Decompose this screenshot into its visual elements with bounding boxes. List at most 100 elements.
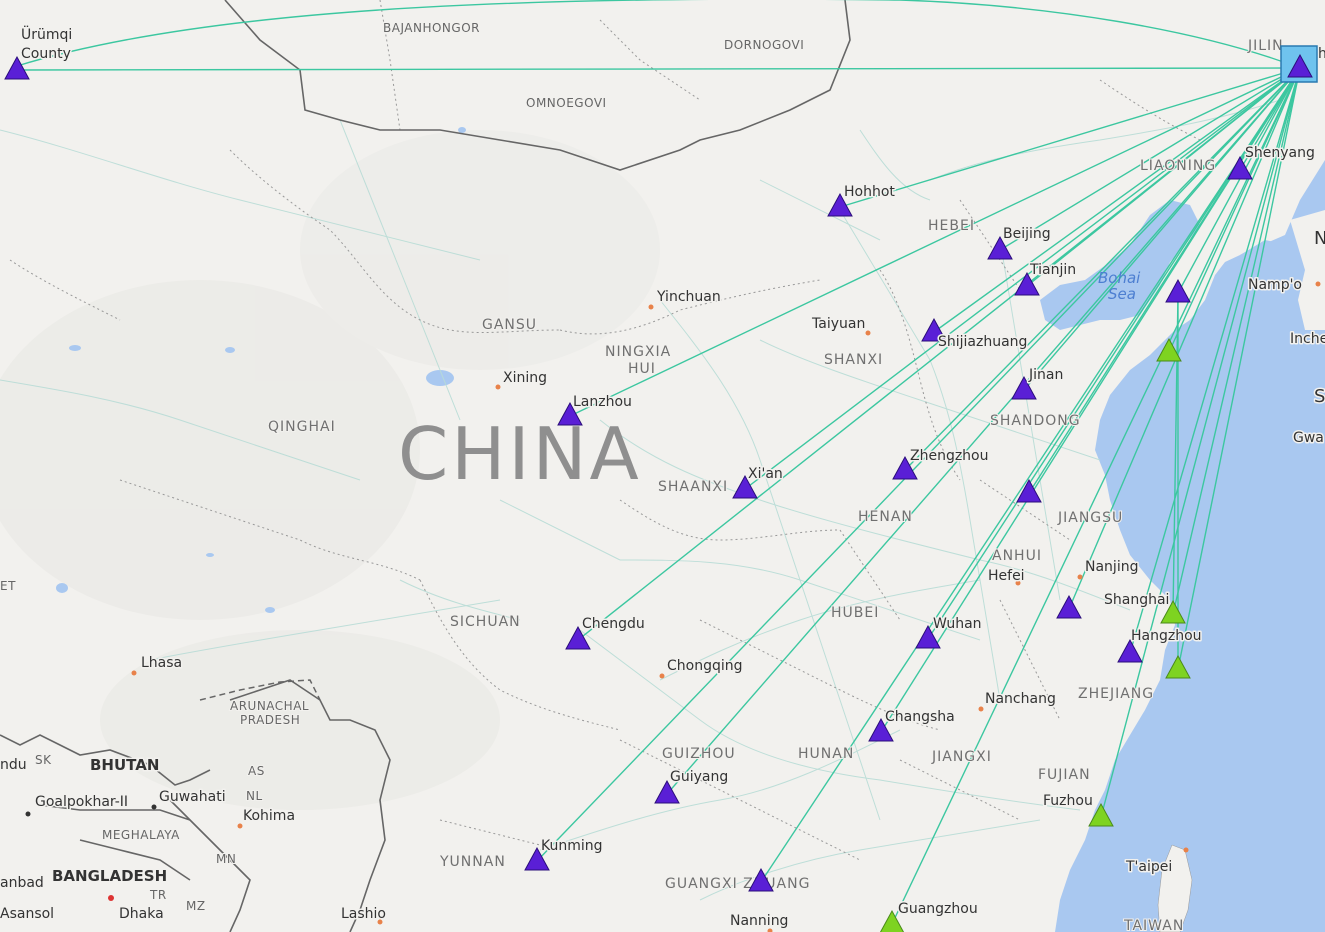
city-label-ndu: ndu: [0, 757, 27, 773]
city-label-shenyang: Shenyang: [1245, 145, 1315, 161]
marker-jinan[interactable]: [1011, 375, 1037, 400]
region-label-omnoegovi: OMNOEGOVI: [526, 96, 607, 110]
route-line-chengdu: [577, 67, 1301, 641]
route-line-dalian: [1177, 67, 1301, 294]
city-label-xian: Xi'an: [748, 466, 783, 482]
city-label-zhengzhou: Zhengzhou: [910, 448, 989, 464]
city-label-chengdu: Chengdu: [582, 616, 645, 632]
region-label-jiangxi: JIANGXI: [931, 749, 992, 765]
region-label-arunachal: ARUNACHAL: [230, 699, 309, 713]
country-borders: [0, 0, 851, 932]
route-line-dalian-shanghai: [1172, 292, 1179, 615]
region-label-jiangsu: JIANGSU: [1057, 510, 1123, 526]
region-label-guangxi: GUANGXI ZHUANG: [665, 876, 810, 892]
city-label-inche: Inche: [1290, 331, 1325, 347]
marker-xian[interactable]: [732, 474, 758, 499]
region-label-henan: HENAN: [858, 509, 913, 525]
marker-chengdu[interactable]: [565, 625, 591, 650]
region-label-qinghai: QINGHAI: [268, 419, 336, 435]
country-label-bhutan: BHUTAN: [90, 756, 159, 774]
city-label-gwa: Gwa: [1293, 430, 1324, 446]
edge-letter-s: S: [1314, 386, 1325, 407]
marker-shijiazhuang[interactable]: [921, 317, 947, 342]
marker-lanzhou[interactable]: [557, 401, 583, 426]
city-label-kohima: Kohima: [243, 808, 295, 824]
city-label-hangzhou: Hangzhou: [1131, 628, 1202, 644]
region-label-hui: HUI: [628, 361, 656, 377]
region-label-zhejiang: ZHEJIANG: [1078, 686, 1154, 702]
terrain-shading: [0, 130, 660, 810]
marker-xuzhou[interactable]: [1016, 478, 1042, 503]
region-label-yunnan: YUNNAN: [439, 854, 506, 870]
marker-wuhan[interactable]: [915, 624, 941, 649]
region-label-hubei: HUBEI: [831, 605, 879, 621]
marker-fuzhou[interactable]: [1088, 802, 1114, 827]
city-label-hefei: Hefei: [988, 568, 1025, 584]
city-label-dhaka: Dhaka: [119, 906, 164, 922]
marker-hohhot[interactable]: [827, 192, 853, 217]
route-line-shanghai: [1172, 67, 1301, 615]
city-label-goalpokhar: Goalpokhar-II: [35, 794, 128, 810]
sea-water: [1055, 160, 1325, 932]
region-label-guizhou: GUIZHOU: [662, 746, 736, 762]
marker-shenyang[interactable]: [1227, 155, 1253, 180]
marker-shanghai[interactable]: [1160, 599, 1186, 624]
city-label-lashio: Lashio: [341, 906, 386, 922]
marker-urumqi[interactable]: [4, 55, 30, 80]
marker-dalian[interactable]: [1165, 278, 1191, 303]
route-line-nanning: [760, 67, 1301, 883]
region-label-bajanhongor: BAJANHONGOR: [383, 21, 480, 35]
route-arc-urumqi: [16, 0, 1301, 69]
marker-kunming[interactable]: [524, 846, 550, 871]
city-label-nanjing: Nanjing: [1085, 559, 1138, 575]
route-line-lanzhou: [569, 67, 1301, 417]
city-label-lhasa: Lhasa: [141, 655, 182, 671]
taiwan-island: [1157, 844, 1193, 932]
city-label-yinchuan: Yinchuan: [656, 289, 721, 305]
marker-beijing[interactable]: [987, 235, 1013, 260]
marker-yantai[interactable]: [1156, 337, 1182, 362]
city-label-tianjin: Tianjin: [1029, 262, 1076, 278]
city-label-jinan: Jinan: [1028, 367, 1063, 383]
route-line-zhengzhou: [904, 67, 1301, 471]
sea-label-sea: Sea: [1108, 285, 1136, 303]
city-label-urumqi: County: [21, 46, 71, 62]
region-label-et: ET: [0, 579, 16, 593]
marker-ningbo[interactable]: [1165, 654, 1191, 679]
region-label-meghalaya: MEGHALAYA: [102, 828, 180, 842]
city-label-nampo: Namp'o: [1248, 277, 1302, 293]
marker-changsha[interactable]: [868, 717, 894, 742]
city-label-urumqi: Ürümqi: [21, 25, 72, 43]
edge-letter-n: N: [1314, 228, 1325, 249]
marker-hangzhou[interactable]: [1117, 638, 1143, 663]
city-label-lanzhou: Lanzhou: [573, 394, 632, 410]
country-label-bangladesh: BANGLADESH: [52, 867, 167, 885]
region-label-anhui: ANHUI: [992, 548, 1042, 564]
region-label-sichuan: SICHUAN: [450, 614, 521, 630]
marker-nanjing[interactable]: [1056, 594, 1082, 619]
route-line-hohhot: [839, 67, 1301, 208]
city-label-changsha: Changsha: [885, 709, 955, 725]
route-line-fuzhou: [1100, 67, 1301, 818]
region-label-as: AS: [248, 764, 265, 778]
marker-tianjin[interactable]: [1014, 271, 1040, 296]
route-line-xian: [744, 67, 1301, 490]
city-label-chongqing: Chongqing: [667, 658, 743, 674]
marker-nanning[interactable]: [748, 867, 774, 892]
region-label-fujian: FUJIAN: [1038, 767, 1091, 783]
region-label-shandong: SHANDONG: [990, 413, 1081, 429]
city-label-taiyuan: Taiyuan: [811, 316, 865, 332]
city-label-fuzhou: Fuzhou: [1043, 793, 1093, 809]
route-line-urumqi: [16, 67, 1301, 71]
city-label-shijiazhuang: Shijiazhuang: [938, 334, 1027, 350]
region-label-ningxia: NINGXIA: [605, 344, 671, 360]
lakes: [56, 127, 466, 613]
edge-letter-h: h: [1318, 46, 1325, 62]
city-label-hohhot: Hohhot: [844, 184, 895, 200]
marker-zhengzhou[interactable]: [892, 455, 918, 480]
marker-harbin_hub[interactable]: [1287, 53, 1313, 78]
korea-land: [1290, 210, 1325, 330]
marker-guiyang[interactable]: [654, 779, 680, 804]
marker-guangzhou[interactable]: [879, 909, 905, 932]
